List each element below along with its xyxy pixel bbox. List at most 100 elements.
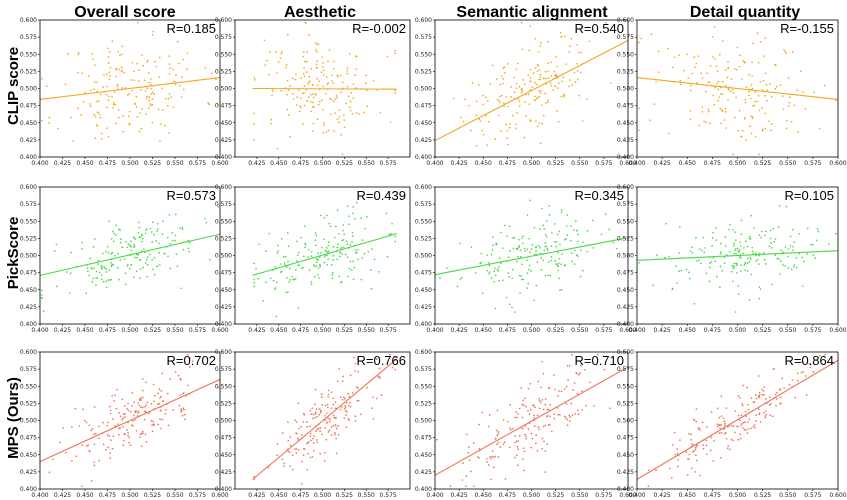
scatter-point: [518, 274, 521, 277]
scatter-point: [106, 85, 108, 88]
scatter-point: [744, 116, 747, 119]
scatter-point: [487, 464, 490, 466]
scatter-point: [316, 60, 318, 63]
scatter-point: [131, 392, 134, 394]
scatter-point: [287, 89, 290, 91]
scatter-point: [724, 85, 727, 87]
scatter-point: [527, 74, 530, 77]
scatter-point: [286, 93, 288, 96]
scatter-point: [774, 393, 777, 396]
x-tick-label: 0.450: [76, 160, 93, 167]
scatter-point: [112, 263, 114, 266]
scatter-point: [121, 45, 124, 48]
scatter-point: [784, 246, 787, 248]
scatter-point: [117, 228, 120, 231]
scatter-point: [718, 96, 721, 99]
scatter-point: [518, 246, 520, 248]
scatter-point: [96, 90, 99, 93]
scatter-point: [115, 224, 118, 227]
scatter-point: [750, 427, 752, 430]
scatter-point: [138, 130, 141, 133]
scatter-point: [380, 394, 383, 396]
scatter-point: [181, 228, 184, 230]
scatter-point: [114, 394, 116, 396]
scatter-point: [554, 260, 556, 262]
scatter-point: [766, 99, 768, 102]
scatter-point: [340, 91, 342, 94]
scatter-point: [563, 238, 566, 241]
scatter-point: [298, 110, 301, 113]
scatter-point: [726, 447, 729, 450]
scatter-point: [493, 280, 495, 283]
scatter-point: [40, 294, 43, 296]
scatter-point: [541, 122, 543, 125]
scatter-point: [82, 100, 85, 103]
scatter-point: [564, 417, 567, 419]
scatter-point: [768, 120, 770, 123]
scatter-point: [328, 49, 331, 51]
scatter-point: [671, 288, 674, 291]
scatter-point: [365, 82, 367, 84]
scatter-point: [579, 71, 582, 74]
scatter-point: [327, 258, 330, 261]
scatter-point: [523, 469, 525, 472]
scatter-point: [539, 228, 541, 230]
scatter-point: [169, 267, 172, 270]
scatter-point: [570, 225, 572, 227]
scatter-point: [771, 283, 774, 286]
scatter-point: [563, 35, 566, 38]
regression-line: [39, 76, 221, 101]
x-tick-label: 0.550: [779, 492, 796, 499]
scatter-point: [482, 94, 484, 97]
scatter-point: [569, 416, 572, 418]
scatter-point: [311, 456, 314, 458]
scatter-point: [479, 262, 482, 265]
scatter-point: [51, 458, 54, 461]
scatter-point: [93, 81, 96, 83]
scatter-point: [292, 468, 294, 471]
scatter-point: [97, 263, 99, 265]
scatter-point: [537, 426, 540, 429]
scatter-point: [511, 306, 513, 309]
scatter-point: [612, 241, 615, 244]
scatter-point: [280, 270, 283, 273]
scatter-point: [115, 122, 117, 125]
scatter-point: [774, 87, 777, 90]
scatter-point: [87, 270, 89, 273]
y-tick-label: 0.600: [617, 17, 634, 24]
y-tick-label: 0.400: [20, 154, 37, 161]
scatter-point: [143, 418, 146, 421]
scatter-point: [343, 246, 345, 249]
scatter-point: [765, 263, 767, 265]
scatter-point: [156, 228, 159, 230]
scatter-point: [694, 471, 696, 473]
scatter-point: [330, 113, 332, 116]
scatter-point: [333, 129, 335, 132]
scatter-point: [543, 440, 545, 443]
scatter-point: [530, 432, 533, 435]
scatter-point: [327, 60, 329, 63]
scatter-point: [168, 55, 171, 57]
scatter-point: [112, 230, 114, 233]
scatter-point: [485, 96, 487, 99]
scatter-point: [113, 91, 116, 94]
scatter-point: [327, 431, 330, 433]
scatter-point: [502, 443, 505, 446]
scatter-point: [802, 260, 805, 263]
scatter-point: [349, 109, 352, 112]
scatter-point: [764, 37, 767, 40]
scatter-point: [166, 392, 169, 395]
y-tick-label: 0.475: [617, 435, 634, 442]
scatter-point: [759, 288, 762, 290]
scatter-point: [715, 275, 718, 278]
scatter-point: [339, 74, 342, 77]
scatter-point: [149, 227, 152, 230]
scatter-point: [735, 272, 738, 274]
scatter-point: [580, 249, 582, 252]
scatter-point: [717, 99, 719, 102]
scatter-point: [569, 45, 571, 48]
scatter-point: [81, 241, 83, 244]
scatter-point: [139, 277, 141, 279]
scatter-point: [699, 474, 702, 477]
scatter-point: [391, 366, 394, 369]
